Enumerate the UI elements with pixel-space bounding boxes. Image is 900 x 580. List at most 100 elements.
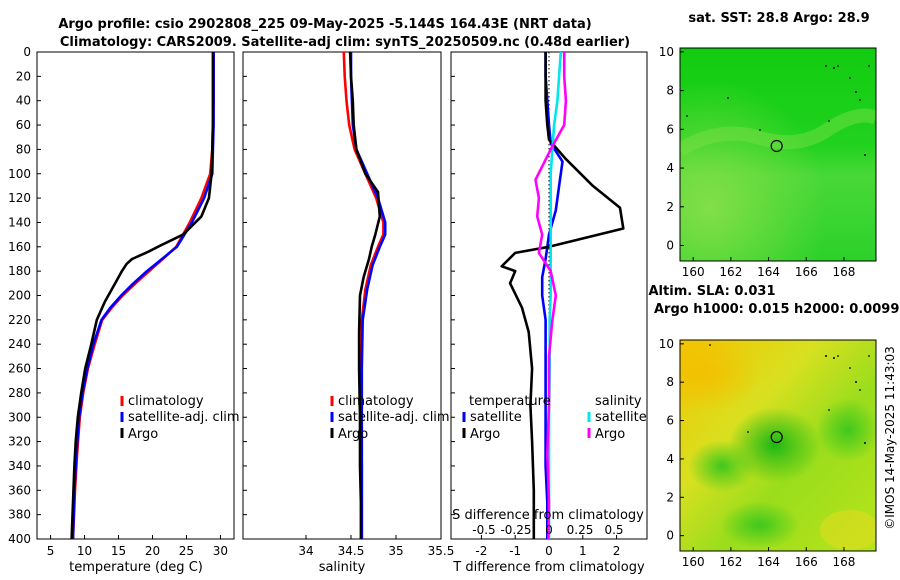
legend-satellite-label: satellite-adj. clim bbox=[128, 410, 240, 425]
map-y-tick-label: 6 bbox=[666, 414, 674, 428]
map-y-tick-label: 0 bbox=[666, 529, 674, 543]
depth-tick-label: 40 bbox=[16, 94, 31, 108]
salinity-xticks: 34 34.5 35 35.5 bbox=[298, 535, 454, 558]
temperature-lines bbox=[70, 52, 215, 540]
s-tick-label: -0.5 bbox=[472, 523, 495, 537]
depth-tick-label: 200 bbox=[8, 289, 31, 303]
sla-map-ticks: 160 162 164 166 168 0 2 4 6 8 10 bbox=[659, 337, 856, 569]
depth-tick-label: 0 bbox=[23, 45, 31, 59]
series-line-climatology bbox=[342, 51, 385, 539]
figure-title-line1: Argo profile: csio 2902808_225 09-May-20… bbox=[58, 17, 591, 32]
map-y-tick-label: 8 bbox=[666, 375, 674, 389]
sla-map-frame bbox=[679, 339, 877, 552]
map-y-tick-label: 0 bbox=[666, 239, 674, 253]
depth-tick-label: 240 bbox=[8, 337, 31, 351]
depth-tick-label: 280 bbox=[8, 386, 31, 400]
depth-tick-label: 140 bbox=[8, 215, 31, 229]
depth-tick-label: 380 bbox=[8, 508, 31, 522]
s-tick-label: 0.25 bbox=[567, 523, 594, 537]
figure-title-line2: Climatology: CARS2009. Satellite-adj cli… bbox=[60, 35, 630, 50]
series-line-salinity-argo bbox=[534, 52, 568, 540]
difference-lines bbox=[500, 51, 625, 540]
depth-tick-label: 80 bbox=[16, 142, 31, 156]
map-x-tick-label: 162 bbox=[719, 265, 742, 279]
sst-gradient-band bbox=[680, 108, 876, 157]
salinity-xlabel: salinity bbox=[319, 560, 366, 575]
x-tick-label: 34 bbox=[298, 544, 313, 558]
x-tick-label: 20 bbox=[145, 544, 160, 558]
legend-climatology-label: climatology bbox=[128, 394, 204, 409]
sst-argo-position-marker bbox=[770, 139, 783, 153]
series-line-argo bbox=[348, 51, 382, 539]
map-y-tick-label: 2 bbox=[666, 200, 674, 214]
depth-tick-label: 60 bbox=[16, 118, 31, 132]
map-x-tick-label: 166 bbox=[795, 555, 818, 569]
s-difference-label: S difference from climatology bbox=[452, 508, 644, 523]
sst-map-panel: sat. SST: 28.8 Argo: 28.9 160 162 164 166 16… bbox=[659, 11, 877, 279]
depth-tick-label: 400 bbox=[8, 532, 31, 546]
series-line-satellite-adj-clim bbox=[349, 52, 387, 539]
map-x-tick-label: 168 bbox=[833, 265, 856, 279]
sla-map-subtitle: Argo h1000: 0.015 h2000: 0.0099 bbox=[654, 302, 899, 317]
map-y-tick-label: 6 bbox=[666, 122, 674, 136]
depth-tick-label: 300 bbox=[8, 410, 31, 424]
depth-tick-label: 160 bbox=[8, 240, 31, 254]
map-y-tick-label: 10 bbox=[659, 45, 674, 59]
legend-t-satellite-label: satellite bbox=[470, 410, 522, 425]
x-tick-label: 15 bbox=[111, 544, 126, 558]
copyright-timestamp: ©IMOS 14-May-2025 11:43:03 bbox=[883, 346, 897, 530]
sst-map-ticks: 160 162 164 166 168 0 2 4 6 8 10 bbox=[659, 45, 856, 279]
temperature-axes-frame bbox=[36, 51, 235, 540]
map-x-tick-label: 164 bbox=[757, 265, 780, 279]
depth-tick-label: 320 bbox=[8, 435, 31, 449]
difference-panel: -2 -1 0 1 2 S difference from climatology -0… bbox=[450, 51, 648, 575]
map-x-tick-label: 164 bbox=[757, 555, 780, 569]
temperature-panel: 0 20 40 60 80 100 120 140 160 180 200 220 240 260 280 3… bbox=[8, 45, 455, 575]
salinity-axes-frame bbox=[242, 51, 442, 540]
map-x-tick-label: 162 bbox=[719, 555, 742, 569]
x-tick-label: -2 bbox=[475, 544, 487, 558]
map-y-tick-label: 2 bbox=[666, 490, 674, 504]
map-y-tick-label: 10 bbox=[659, 337, 674, 351]
map-x-tick-label: 160 bbox=[682, 265, 705, 279]
x-tick-label: 0 bbox=[545, 544, 553, 558]
x-tick-label: 10 bbox=[77, 544, 92, 558]
legend-salinity-heading: salinity bbox=[595, 394, 642, 409]
series-line-climatology bbox=[71, 52, 215, 540]
x-tick-label: 25 bbox=[179, 544, 194, 558]
depth-tick-label: 260 bbox=[8, 362, 31, 376]
legend-temperature-heading: temperature bbox=[469, 394, 551, 409]
sla-map-panel: Altim. SLA: 0.031 Argo h1000: 0.015 h200… bbox=[649, 284, 900, 569]
x-tick-label: 35 bbox=[388, 544, 403, 558]
map-x-tick-label: 160 bbox=[682, 555, 705, 569]
depth-tick-label: 340 bbox=[8, 459, 31, 473]
s-difference-ticks: -0.5 -0.25 0 0.25 0.5 bbox=[472, 523, 623, 537]
temperature-legend: climatology satellite-adj. clim Argo bbox=[120, 394, 240, 442]
series-line-satellite-adj-clim bbox=[71, 52, 215, 540]
temperature-yticks: 0 20 40 60 80 100 120 140 160 180 200 220 240 260 280 3… bbox=[8, 45, 455, 546]
legend-argo-label: Argo bbox=[338, 427, 368, 442]
x-tick-label: -1 bbox=[509, 544, 521, 558]
depth-tick-label: 20 bbox=[16, 69, 31, 83]
series-line-argo bbox=[70, 52, 215, 540]
series-line-temperature-satellite bbox=[540, 52, 564, 539]
x-tick-label: 35.5 bbox=[428, 544, 455, 558]
x-tick-label: 1 bbox=[579, 544, 587, 558]
series-line-temperature-argo bbox=[500, 52, 625, 539]
s-tick-label: 0.5 bbox=[604, 523, 623, 537]
map-x-tick-label: 168 bbox=[833, 555, 856, 569]
depth-tick-label: 180 bbox=[8, 264, 31, 278]
s-tick-label: -0.25 bbox=[500, 523, 531, 537]
depth-tick-label: 100 bbox=[8, 167, 31, 181]
legend-argo-label: Argo bbox=[128, 427, 158, 442]
sst-island-dots bbox=[686, 65, 870, 156]
sla-low-region bbox=[816, 398, 876, 462]
depth-tick-label: 120 bbox=[8, 191, 31, 205]
sla-island-dots bbox=[709, 344, 870, 444]
sla-low-region bbox=[720, 501, 800, 549]
depth-tick-label: 220 bbox=[8, 313, 31, 327]
salinity-lines bbox=[342, 51, 387, 539]
temperature-xlabel: temperature (deg C) bbox=[69, 560, 203, 575]
sla-low-region bbox=[688, 440, 756, 492]
